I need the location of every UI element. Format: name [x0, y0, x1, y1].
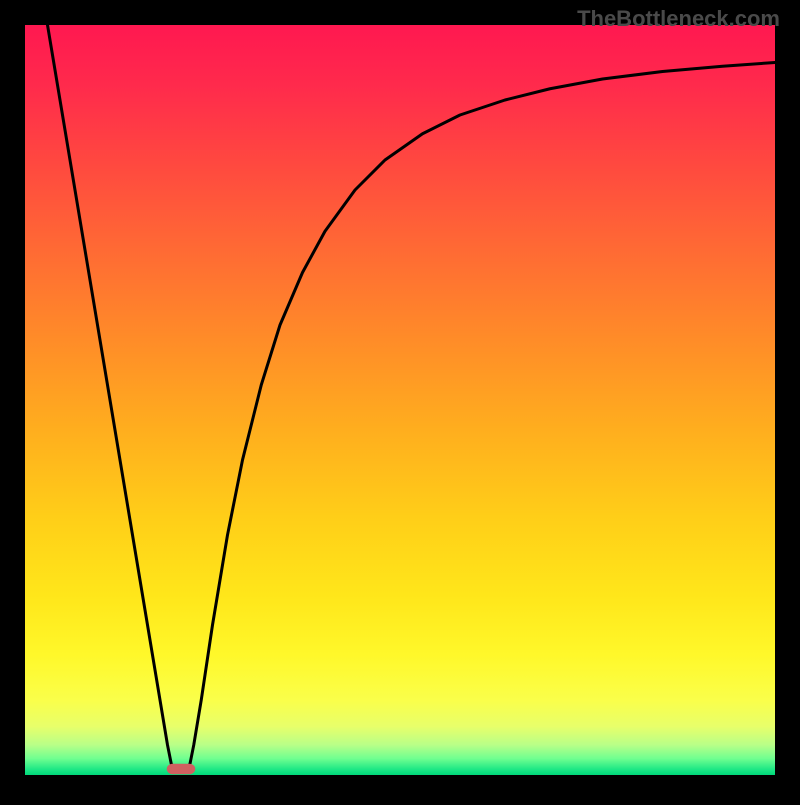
bottleneck-chart [0, 0, 800, 800]
plot-background [25, 25, 775, 775]
chart-container [0, 0, 800, 800]
optimal-marker [167, 764, 196, 775]
watermark-text: TheBottleneck.com [577, 6, 780, 32]
